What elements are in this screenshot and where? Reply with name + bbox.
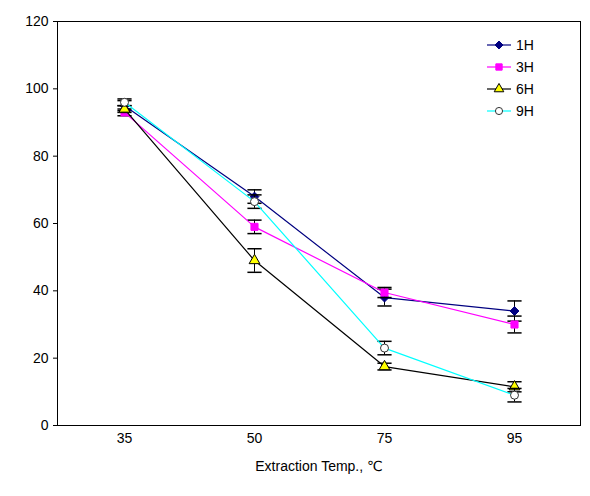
svg-text:35: 35 — [117, 430, 133, 446]
html-text:1H: 1H — [516, 37, 534, 53]
svg-text:60: 60 — [33, 215, 49, 231]
svg-text:Extraction Temp., ℃: Extraction Temp., ℃ — [255, 458, 383, 474]
svg-text:0: 0 — [41, 417, 49, 433]
svg-text:100: 100 — [25, 80, 49, 96]
svg-text:95: 95 — [507, 430, 523, 446]
html-text:6H: 6H — [516, 81, 534, 97]
svg-text:75: 75 — [377, 430, 393, 446]
html-text:9H: 9H — [516, 103, 534, 119]
svg-text:80: 80 — [33, 148, 49, 164]
svg-text:120: 120 — [25, 13, 49, 29]
svg-text:50: 50 — [247, 430, 263, 446]
svg-text:20: 20 — [33, 350, 49, 366]
html-text:3H: 3H — [516, 59, 534, 75]
svg-text:40: 40 — [33, 282, 49, 298]
